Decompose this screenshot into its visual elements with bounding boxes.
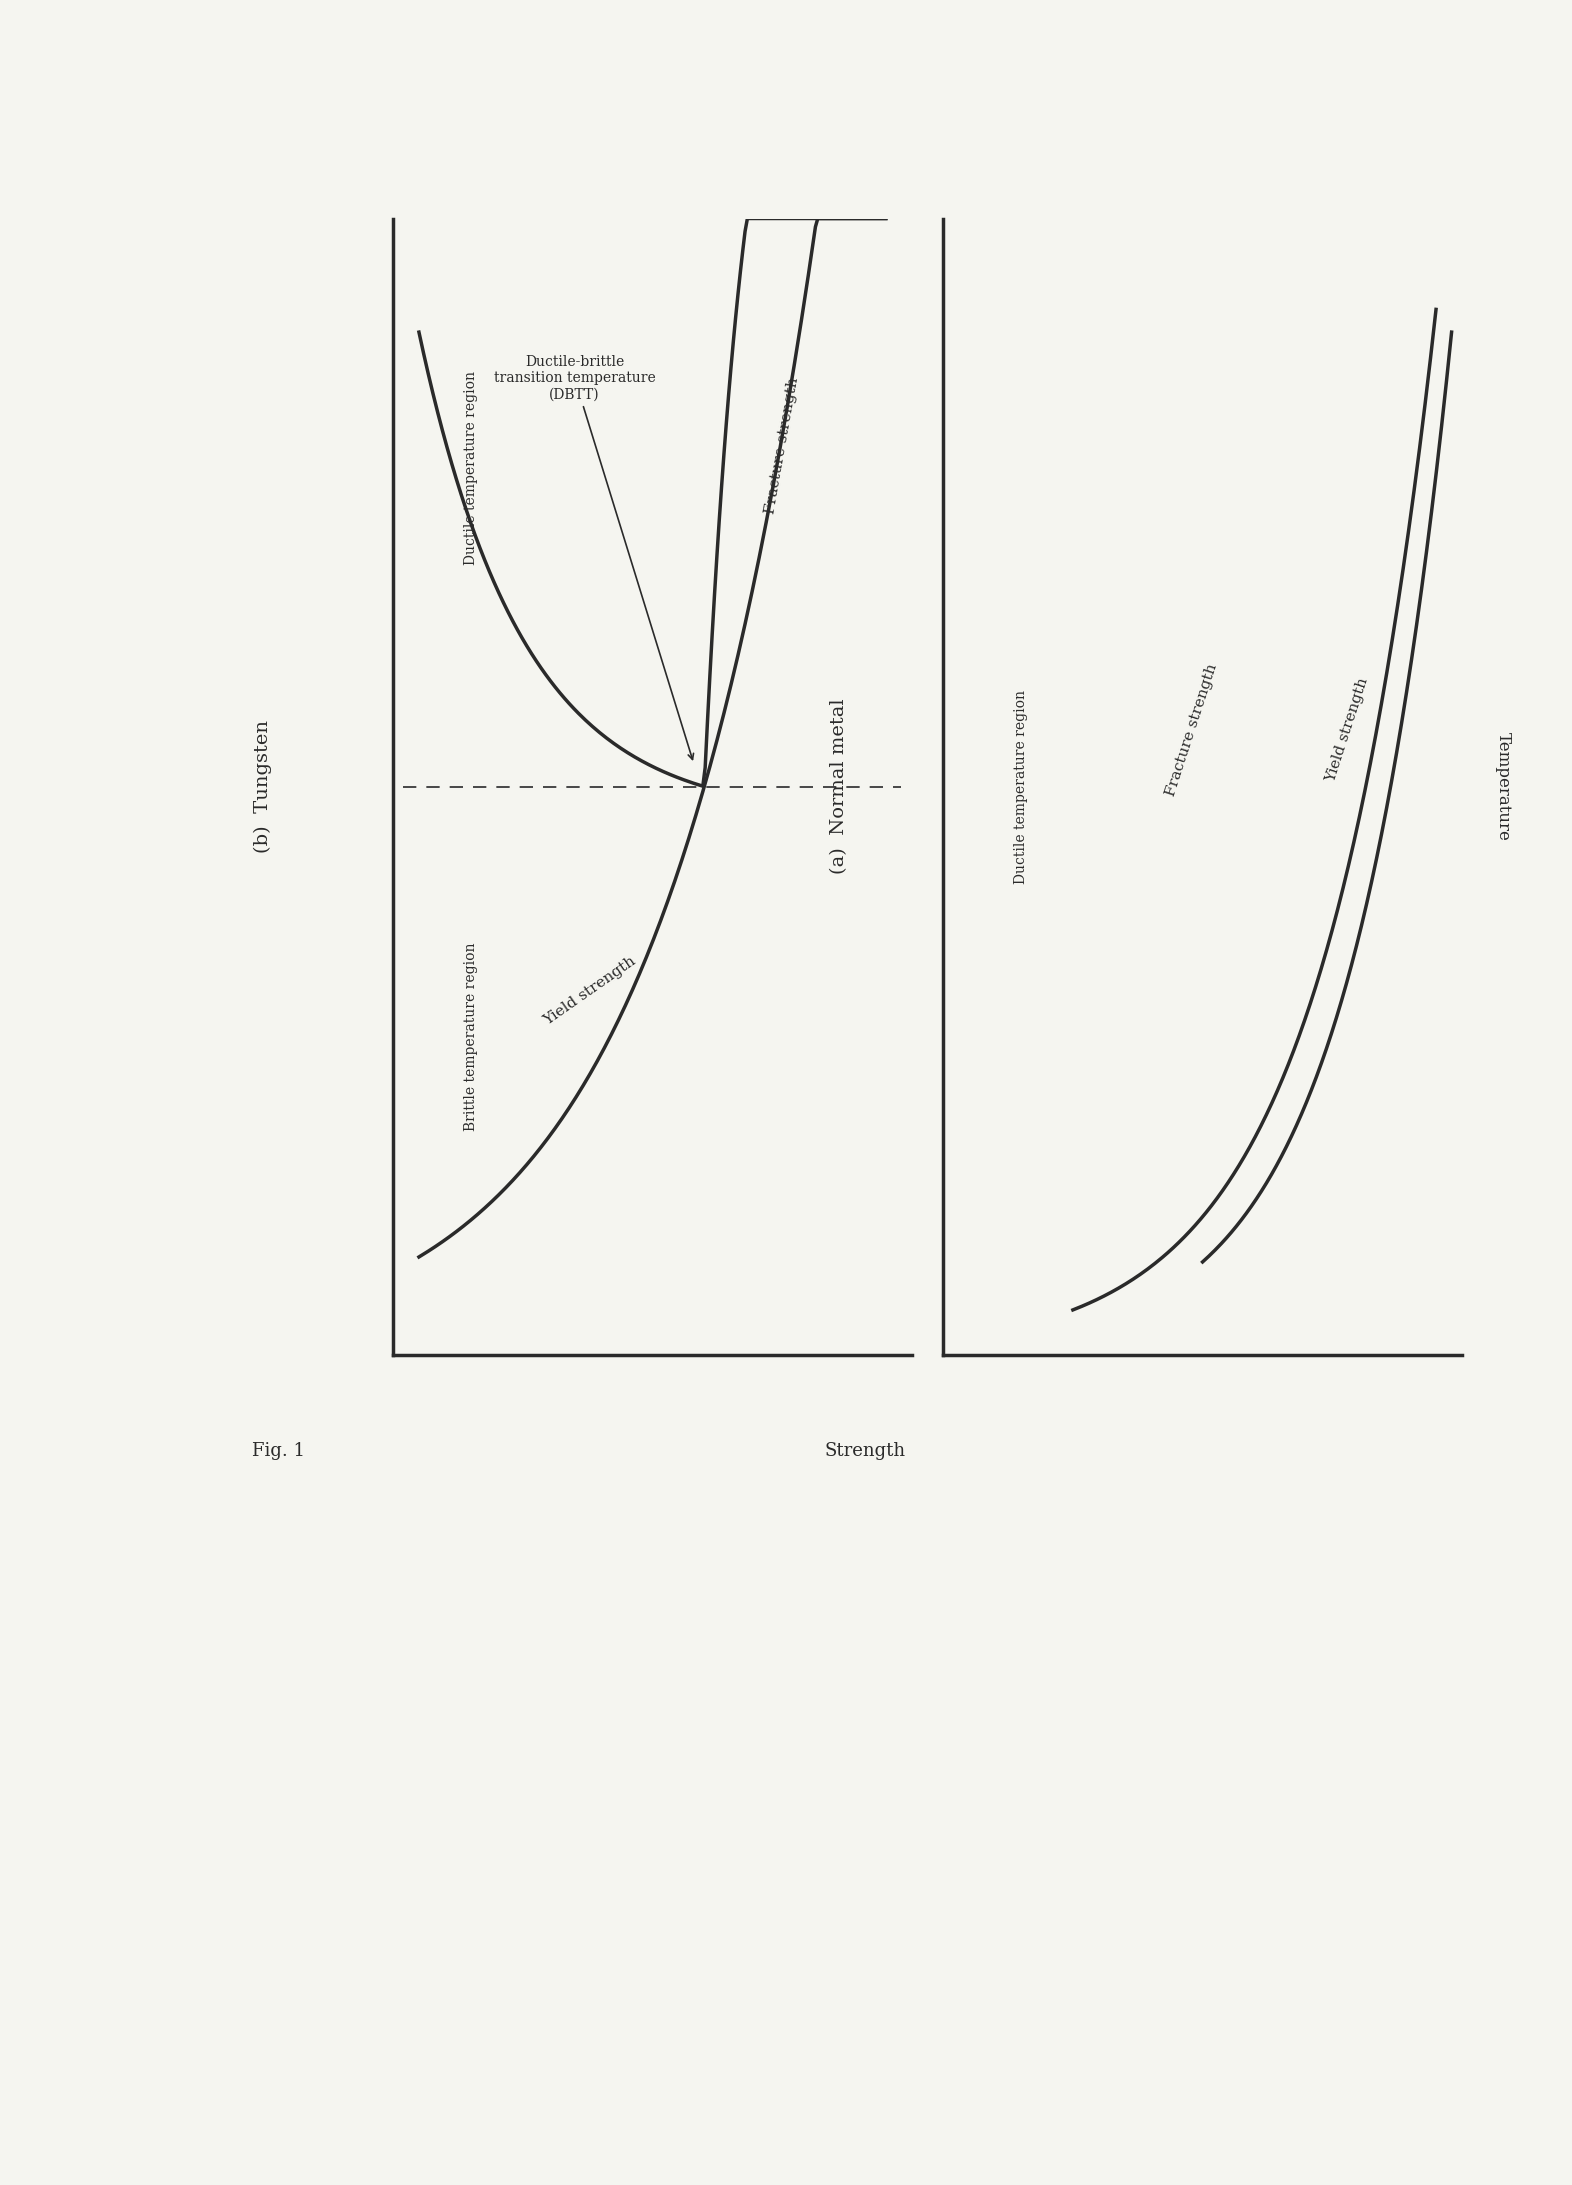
- Text: Temperature: Temperature: [945, 732, 962, 841]
- Text: Temperature: Temperature: [1495, 732, 1512, 841]
- Text: Yield strength: Yield strength: [541, 955, 638, 1029]
- Text: Ductile temperature region: Ductile temperature region: [464, 371, 478, 566]
- Text: Brittle temperature region: Brittle temperature region: [464, 942, 478, 1132]
- Text: (b)  Tungsten: (b) Tungsten: [255, 721, 272, 852]
- Text: Strength: Strength: [824, 1442, 905, 1460]
- Text: (a)  Normal metal: (a) Normal metal: [830, 699, 849, 874]
- Text: Ductile-brittle
transition temperature
(DBTT): Ductile-brittle transition temperature (…: [494, 354, 693, 760]
- Text: Fracture strength: Fracture strength: [762, 376, 802, 516]
- Text: Fig. 1: Fig. 1: [252, 1442, 305, 1460]
- Text: Fracture strength: Fracture strength: [1165, 662, 1220, 798]
- Text: Ductile temperature region: Ductile temperature region: [1014, 690, 1028, 883]
- Text: Yield strength: Yield strength: [1324, 675, 1371, 784]
